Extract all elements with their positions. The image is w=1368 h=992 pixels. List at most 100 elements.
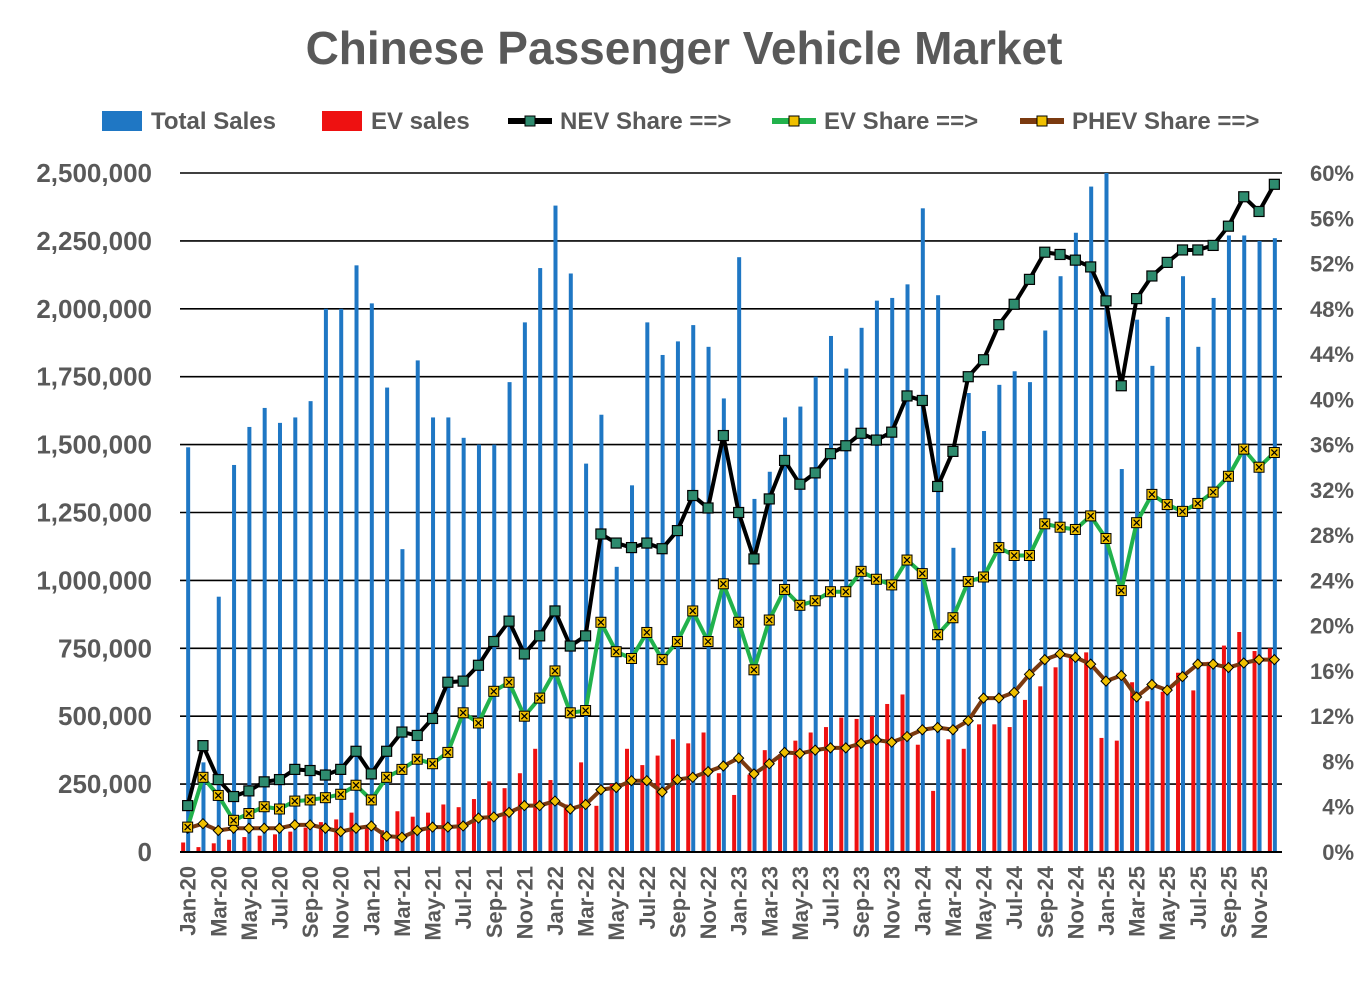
point-phev-Oct-23 <box>870 734 883 746</box>
point-nev-Jun-24 <box>993 319 1005 331</box>
point-nev-Oct-25 <box>1238 191 1250 203</box>
bar-total-Dec-20 <box>354 265 359 852</box>
y-right-tick: 4% <box>1322 795 1354 820</box>
bar-total-Nov-23 <box>890 297 895 852</box>
point-phev-Jun-25 <box>1176 670 1189 683</box>
legend-label-evs: EV Share ==> <box>824 108 978 135</box>
point-phev-Jul-21 <box>457 820 469 832</box>
point-phev-Feb-22 <box>564 803 576 815</box>
bar-ev-Nov-25 <box>1252 651 1257 852</box>
legend-item-nev: NEV Share ==> <box>508 108 731 135</box>
x-tick: Jan-24 <box>910 865 935 935</box>
point-phev-Mar-23 <box>763 758 775 770</box>
marker-cross-evs <box>918 570 926 578</box>
x-tick: Mar-22 <box>574 866 599 937</box>
bar-ev-Sep-22 <box>670 739 675 852</box>
bar-ev-Apr-22 <box>594 805 599 852</box>
x-tick: Sep-21 <box>482 866 507 938</box>
y-right-tick: 0% <box>1322 840 1354 865</box>
bar-total-Jul-21 <box>461 437 466 852</box>
point-nev-Dec-22 <box>717 429 729 442</box>
marker-cross-evs <box>230 816 237 824</box>
marker-cross-evs <box>658 656 666 664</box>
x-tick: Jan-25 <box>1094 866 1119 936</box>
marker-cross-evs <box>429 760 436 768</box>
point-nev-Jan-20 <box>182 800 194 812</box>
bar-total-Apr-21 <box>415 360 420 852</box>
legend-item-ev: EV sales <box>322 108 470 135</box>
x-tick: May-25 <box>1155 866 1180 941</box>
marker-cross-evs <box>674 638 681 645</box>
marker-cross-evs <box>964 578 972 585</box>
point-nev-Sep-20 <box>304 764 316 777</box>
left-axis-ticks: 0 250,000 500,000 750,000 1,000,000 1,250,000… <box>36 158 152 867</box>
bars <box>181 173 1277 853</box>
point-nev-Jul-22 <box>641 537 653 549</box>
bar-ev-May-20 <box>242 837 247 852</box>
point-nev-Mar-23 <box>763 493 775 505</box>
bar-total-Feb-25 <box>1119 469 1124 852</box>
x-tick: May-22 <box>604 866 629 941</box>
x-tick: Mar-20 <box>206 866 231 937</box>
point-phev-Feb-23 <box>748 768 760 780</box>
bar-ev-Mar-23 <box>762 750 767 852</box>
point-nev-May-24 <box>977 354 990 366</box>
point-phev-Oct-21 <box>503 806 515 819</box>
point-phev-Sep-24 <box>1039 653 1051 666</box>
bar-total-May-23 <box>798 406 803 852</box>
bar-total-Sep-24 <box>1043 330 1048 852</box>
marker-cross-evs <box>980 573 987 581</box>
point-phev-Aug-21 <box>472 812 485 824</box>
point-nev-Aug-22 <box>656 543 668 555</box>
x-tick: Jul-21 <box>451 866 476 930</box>
bar-ev-Jan-21 <box>364 827 369 852</box>
bar-ev-Sep-20 <box>303 827 308 852</box>
bar-total-Jun-20 <box>262 407 267 852</box>
y-right-tick: 48% <box>1310 297 1354 322</box>
point-nev-Jun-25 <box>1176 244 1189 256</box>
marker-cross-evs <box>214 791 222 799</box>
y-right-tick: 40% <box>1310 387 1354 412</box>
bar-ev-Dec-21 <box>533 748 538 852</box>
y-left-tick: 250,000 <box>58 769 152 799</box>
point-phev-Aug-22 <box>656 786 668 798</box>
point-phev-Jan-23 <box>732 752 745 764</box>
point-nev-Mar-21 <box>396 726 408 738</box>
point-nev-Apr-23 <box>778 454 791 467</box>
marker-cross-evs <box>1148 490 1156 498</box>
marker-cross-evs <box>490 687 498 695</box>
point-nev-Mar-22 <box>579 630 592 642</box>
point-phev-Mar-24 <box>947 724 959 736</box>
point-nev-Jul-24 <box>1008 298 1020 310</box>
bar-ev-Dec-25 <box>1267 648 1272 852</box>
point-nev-Oct-22 <box>687 489 699 502</box>
point-nev-Sep-22 <box>671 525 684 537</box>
bar-total-Nov-22 <box>706 346 711 852</box>
bar-total-May-21 <box>431 417 436 852</box>
marker-cross-evs <box>1087 512 1095 520</box>
point-phev-Nov-25 <box>1253 653 1265 666</box>
x-tick: Jul-25 <box>1186 866 1211 930</box>
marker-cross-evs <box>796 601 804 609</box>
bar-ev-May-24 <box>977 724 982 852</box>
y-left-tick: 1,750,000 <box>36 362 152 392</box>
point-nev-Sep-25 <box>1222 220 1235 232</box>
marker-cross-evs <box>781 586 788 593</box>
right-axis-ticks: 0% 4% 8% 12% 16% 20% 24% 28% 32% 36% 40% 44% 48% 52% 5… <box>1310 161 1354 865</box>
series-nev <box>182 178 1280 812</box>
bar-total-Aug-25 <box>1211 297 1216 852</box>
point-phev-Sep-21 <box>488 811 500 823</box>
bar-total-Jun-23 <box>813 376 818 852</box>
point-nev-Aug-20 <box>289 763 301 775</box>
bar-ev-Feb-22 <box>563 804 568 852</box>
marker-cross-evs <box>536 694 544 702</box>
point-phev-Oct-24 <box>1054 648 1066 660</box>
bar-ev-Jul-23 <box>823 727 828 852</box>
bar-ev-Nov-20 <box>334 819 339 852</box>
legend-swatch-ev <box>322 111 362 131</box>
bar-ev-Dec-20 <box>349 812 354 852</box>
bar-total-Apr-20 <box>232 464 237 852</box>
bar-ev-Jun-25 <box>1176 672 1181 852</box>
point-nev-Jul-20 <box>273 773 286 786</box>
